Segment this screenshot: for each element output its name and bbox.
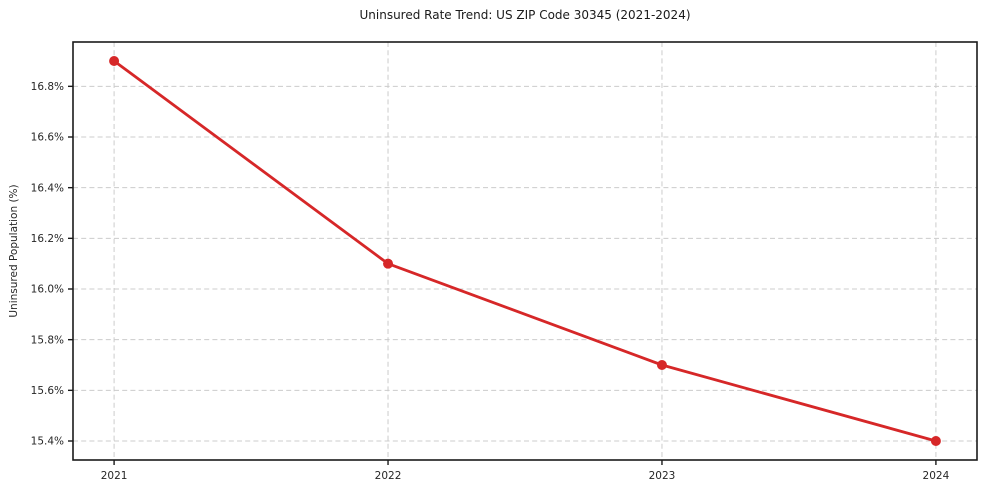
trend-line bbox=[112, 59, 938, 443]
chart-title: Uninsured Rate Trend: US ZIP Code 30345 … bbox=[359, 8, 691, 22]
y-tick-label: 15.8% bbox=[31, 334, 64, 346]
x-tick-label: 2022 bbox=[375, 470, 402, 482]
data-point bbox=[383, 258, 394, 269]
x-tick-label: 2024 bbox=[923, 470, 950, 482]
x-tick-label: 2021 bbox=[101, 470, 128, 482]
y-tick-label: 16.8% bbox=[31, 81, 64, 93]
y-tick-label: 15.6% bbox=[31, 385, 64, 397]
data-point bbox=[109, 56, 120, 66]
plot-border bbox=[72, 41, 978, 461]
y-tick-label: 16.2% bbox=[31, 233, 64, 245]
y-tick-label: 16.6% bbox=[31, 132, 64, 144]
y-tick-label: 16.0% bbox=[31, 284, 64, 296]
y-tick-label: 16.4% bbox=[31, 182, 64, 194]
x-tick-label: 2023 bbox=[649, 470, 676, 482]
data-point bbox=[656, 360, 667, 370]
data-point bbox=[930, 436, 941, 446]
y-tick-label: 15.4% bbox=[31, 436, 64, 448]
